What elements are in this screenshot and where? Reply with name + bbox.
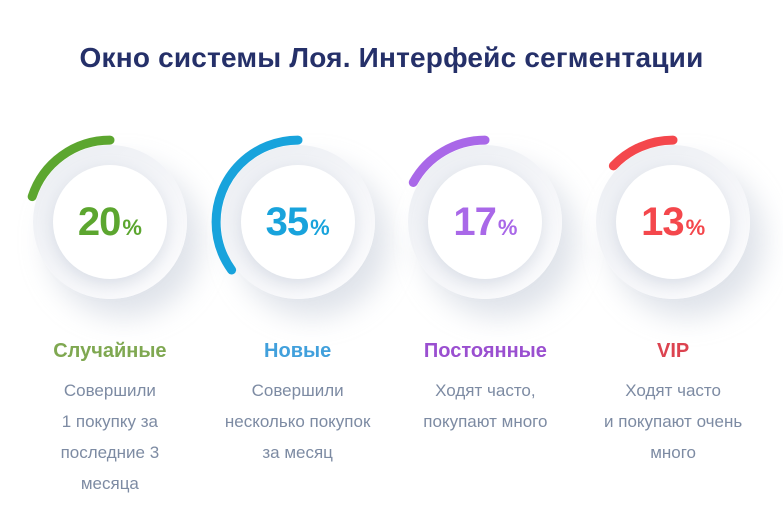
gauge-random: 20% [20,132,200,312]
segment-description: Совершили несколько покупок за месяц [224,381,371,462]
segment-random: 20% Случайные Совершили 1 покупку за пос… [16,132,204,499]
segments-row: 20% Случайные Совершили 1 покупку за пос… [0,132,783,499]
segment-regular: 17% Постоянные Ходят часто, покупают мно… [392,132,580,499]
segment-label: Новые [264,340,332,362]
gauge-arc-stroke [398,135,572,309]
percent-sign: % [685,215,706,240]
gauge-arc [398,135,572,309]
gauge-arc [586,135,760,309]
gauge-arc-stroke [586,135,760,309]
gauge-arc [23,135,197,309]
gauge-inner: 13% [616,165,731,279]
segment-vip: 13% VIP Ходят часто и покупают очень мно… [579,132,767,499]
gauge-inner: 35% [240,165,355,279]
segment-label: Случайные [53,340,167,362]
gauge-value: 13% [641,202,705,242]
gauge-new: 35% [208,132,388,312]
segment-new: 35% Новые Совершили несколько покупок за… [204,132,392,499]
percent-sign: % [497,215,518,240]
percent-sign: % [122,215,142,240]
gauge-value: 20% [78,202,142,242]
segment-description: Совершили 1 покупку за последние 3 месяц… [60,381,160,493]
gauge-arc-stroke [23,135,197,309]
gauge-number: 20 [77,200,121,244]
gauge-value: 17% [453,202,517,242]
gauge-number: 13 [641,200,684,244]
gauge-arc [211,135,385,309]
gauge-arc-stroke [211,135,385,309]
gauge-inner: 17% [428,165,543,279]
gauge-inner: 20% [52,165,167,279]
gauge-vip: 13% [583,132,763,312]
gauge-regular: 17% [395,132,575,312]
percent-sign: % [310,215,330,240]
gauge-number: 35 [265,200,309,244]
page-title: Окно системы Лоя. Интерфейс сегментации [79,42,704,73]
segment-label: Постоянные [423,340,547,362]
segment-description: Ходят часто и покупают очень много [604,381,743,462]
segment-label: VIP [657,340,690,362]
segment-description: Ходят часто, покупают много [423,381,548,431]
gauge-value: 35% [266,202,330,242]
gauge-number: 17 [453,200,496,244]
